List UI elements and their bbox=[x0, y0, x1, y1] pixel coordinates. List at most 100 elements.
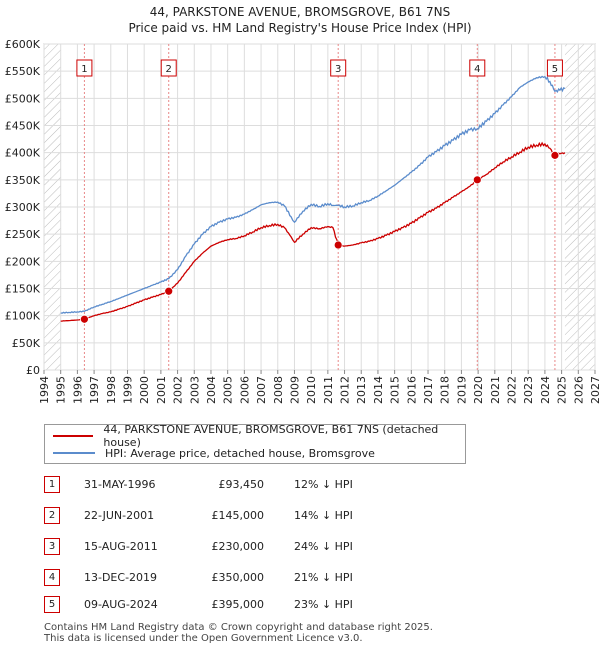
sale-point bbox=[550, 150, 560, 160]
x-tick-label: 2008 bbox=[272, 376, 285, 404]
y-tick-label: £400K bbox=[5, 147, 41, 160]
y-tick-label: £150K bbox=[5, 283, 41, 296]
sale-date: 09-AUG-2024 bbox=[84, 598, 158, 611]
x-tick-label: 2025 bbox=[556, 376, 569, 404]
sale-label-box bbox=[76, 59, 93, 77]
sale-date: 13-DEC-2019 bbox=[84, 571, 158, 584]
x-tick-label: 2010 bbox=[305, 376, 318, 404]
x-tick-label: 2013 bbox=[355, 376, 368, 404]
y-tick-label: £450K bbox=[5, 120, 41, 133]
sale-label-number: 5 bbox=[552, 64, 558, 75]
sale-hpi-diff: 12% ↓ HPI bbox=[294, 478, 353, 491]
x-tick-label: 2027 bbox=[589, 376, 600, 404]
y-tick-label: £50K bbox=[12, 337, 41, 350]
y-tick-label: £0 bbox=[26, 364, 40, 377]
sale-point bbox=[80, 314, 89, 324]
x-tick-label: 1996 bbox=[71, 376, 84, 404]
x-tick-label: 2004 bbox=[205, 376, 218, 404]
x-tick-label: 2003 bbox=[188, 376, 201, 404]
x-tick-label: 2020 bbox=[472, 376, 485, 404]
x-tick-label: 2026 bbox=[572, 376, 585, 404]
sale-hpi-diff: 24% ↓ HPI bbox=[294, 540, 353, 553]
y-tick-label: £250K bbox=[5, 228, 41, 241]
y-tick-label: £600K bbox=[5, 38, 41, 51]
sale-price: £395,000 bbox=[211, 598, 265, 611]
x-tick-label: 1997 bbox=[88, 376, 101, 404]
hpi-series-line bbox=[60, 75, 566, 314]
sale-point bbox=[472, 175, 482, 185]
x-tick-label: 2022 bbox=[506, 376, 519, 404]
legend-label-price-paid: 44, PARKSTONE AVENUE, BROMSGROVE, B61 7N… bbox=[103, 423, 439, 449]
sale-label-number: 3 bbox=[335, 64, 341, 75]
sale-label-number: 2 bbox=[166, 64, 172, 75]
x-tick-label: 2001 bbox=[155, 376, 168, 404]
sale-price: £230,000 bbox=[211, 540, 265, 553]
x-tick-label: 2009 bbox=[288, 376, 301, 404]
x-tick-label: 2018 bbox=[439, 376, 452, 404]
x-tick-label: 1994 bbox=[38, 376, 51, 404]
x-tick-label: 2006 bbox=[238, 376, 251, 404]
x-tick-label: 2024 bbox=[539, 376, 552, 404]
sale-number-badge: 3 bbox=[44, 538, 60, 555]
sale-number-badge: 2 bbox=[44, 507, 60, 524]
legend-swatch-price-paid bbox=[53, 435, 94, 437]
x-tick-label: 2015 bbox=[389, 376, 402, 404]
sale-point bbox=[164, 286, 174, 296]
x-tick-label: 2023 bbox=[522, 376, 535, 404]
legend: 44, PARKSTONE AVENUE, BROMSGROVE, B61 7N… bbox=[44, 423, 466, 464]
legend-label-hpi: HPI: Average price, detached house, Brom… bbox=[105, 446, 375, 460]
y-tick-label: £500K bbox=[5, 92, 41, 105]
sale-label-number: 1 bbox=[81, 64, 87, 75]
chart-title-line-1: 44, PARKSTONE AVENUE, BROMSGROVE, B61 7N… bbox=[149, 5, 451, 19]
x-tick-label: 2014 bbox=[372, 376, 385, 404]
footer: Contains HM Land Registry data © Crown c… bbox=[44, 622, 433, 644]
sale-number-badge: 5 bbox=[44, 596, 60, 613]
sale-date: 22-JUN-2001 bbox=[84, 509, 155, 522]
x-tick-label: 2000 bbox=[138, 376, 151, 404]
sale-date: 31-MAY-1996 bbox=[84, 478, 156, 491]
x-tick-label: 1999 bbox=[121, 376, 134, 404]
x-tick-label: 2017 bbox=[422, 376, 435, 404]
sale-number-badge: 1 bbox=[44, 476, 60, 493]
x-tick-label: 2019 bbox=[455, 376, 468, 404]
x-tick-label: 2016 bbox=[405, 376, 418, 404]
sale-row: 2 22-JUN-2001 £145,000 14% ↓ HPI bbox=[44, 507, 444, 527]
legend-swatch-hpi bbox=[53, 452, 95, 454]
x-tick-label: 2005 bbox=[222, 376, 235, 404]
y-tick-label: £550K bbox=[5, 65, 41, 78]
x-tick-label: 2012 bbox=[339, 376, 352, 404]
x-tick-label: 2007 bbox=[255, 376, 268, 404]
sale-price: £145,000 bbox=[211, 509, 265, 522]
sale-hpi-diff: 23% ↓ HPI bbox=[294, 598, 353, 611]
sale-label-box bbox=[469, 59, 486, 77]
x-tick-label: 2011 bbox=[322, 376, 335, 404]
y-tick-label: £200K bbox=[5, 255, 41, 268]
y-tick-label: £350K bbox=[5, 174, 41, 187]
sale-row: 1 31-MAY-1996 £93,450 12% ↓ HPI bbox=[44, 476, 444, 496]
x-tick-label: 1998 bbox=[105, 376, 118, 404]
sale-price: £93,450 bbox=[218, 478, 265, 491]
sale-label-box bbox=[160, 59, 177, 77]
sale-hpi-diff: 21% ↓ HPI bbox=[294, 571, 353, 584]
legend-item-hpi: HPI: Average price, detached house, Brom… bbox=[45, 445, 375, 461]
x-tick-label: 1995 bbox=[55, 376, 68, 404]
sale-date: 15-AUG-2011 bbox=[84, 540, 158, 553]
sale-point bbox=[333, 240, 343, 250]
sale-label-number: 4 bbox=[474, 64, 480, 75]
chart-title-line-2: Price paid vs. HM Land Registry's House … bbox=[128, 21, 472, 35]
chart-title: 44, PARKSTONE AVENUE, BROMSGROVE, B61 7N… bbox=[0, 4, 600, 36]
legend-item-price-paid: 44, PARKSTONE AVENUE, BROMSGROVE, B61 7N… bbox=[45, 423, 465, 449]
footer-copyright: Contains HM Land Registry data © Crown c… bbox=[44, 622, 433, 633]
y-tick-label: £300K bbox=[5, 201, 41, 214]
y-tick-label: £100K bbox=[5, 310, 41, 323]
x-tick-label: 2021 bbox=[489, 376, 502, 404]
sale-price: £350,000 bbox=[211, 571, 265, 584]
price-paid-series-line bbox=[60, 141, 566, 322]
sale-label-box bbox=[546, 59, 563, 77]
sale-row: 5 09-AUG-2024 £395,000 23% ↓ HPI bbox=[44, 596, 444, 616]
chart: £0 £50K £100K £150K £200K £250K £300K £350K £400… bbox=[5, 38, 600, 404]
sale-number-badge: 4 bbox=[44, 569, 60, 586]
sale-label-box bbox=[330, 59, 347, 77]
sale-row: 4 13-DEC-2019 £350,000 21% ↓ HPI bbox=[44, 569, 444, 589]
x-tick-label: 2002 bbox=[172, 376, 185, 404]
